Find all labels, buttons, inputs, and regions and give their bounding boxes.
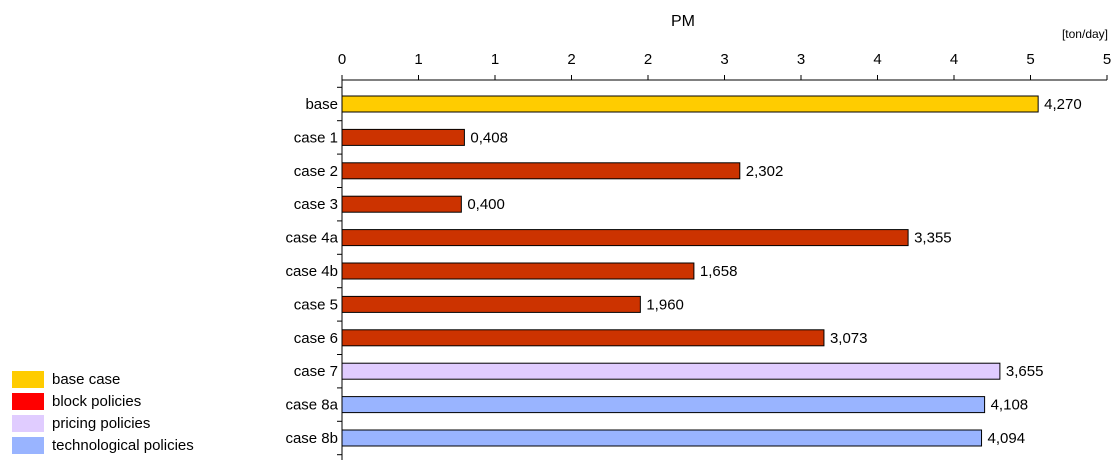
bar [341,262,695,280]
bar [341,429,983,447]
data-label: 4,108 [991,397,1029,414]
legend-item: pricing policies [12,412,194,434]
bars-layer: base 4,270 case 1 0,408 case 2 2,302 case 3 0,4… [285,95,1082,447]
bar [341,229,909,247]
x-tick-label: 1 [491,51,499,68]
x-tick-label: 0 [338,51,346,68]
category-label: case 2 [294,163,338,180]
category-label: base [305,96,338,113]
category-label: case 4b [285,263,338,280]
x-tick-label: 5 [1026,51,1034,68]
bar [341,162,741,180]
data-label: 4,270 [1044,96,1082,113]
category-label: case 8b [285,430,338,447]
data-label: 0,408 [470,129,508,146]
category-label: case 1 [294,129,338,146]
data-label: 1,960 [646,296,684,313]
legend-swatch [12,436,44,454]
category-label: case 7 [294,363,338,380]
legend-item: technological policies [12,434,194,456]
x-tick-label: 2 [567,51,575,68]
legend-swatch [12,414,44,432]
legend-label: technological policies [52,436,194,454]
data-label: 3,355 [914,230,952,247]
bar [341,128,465,146]
category-label: case 5 [294,296,338,313]
data-label: 1,658 [700,263,738,280]
legend-item: base case [12,368,194,390]
legend-item: block policies [12,390,194,412]
data-label: 2,302 [746,163,784,180]
bar [341,362,1001,380]
x-tick-label: 3 [797,51,805,68]
bar [341,396,986,414]
x-tick-label: 2 [644,51,652,68]
category-label: case 4a [285,230,338,247]
legend-swatch [12,370,44,388]
x-tick-label: 5 [1103,51,1111,68]
bar [341,295,641,313]
x-tick-label: 1 [414,51,422,68]
x-tick-label: 4 [950,51,958,68]
legend-label: pricing policies [52,414,151,432]
category-label: case 3 [294,196,338,213]
bar [341,195,462,213]
legend-label: base case [52,370,121,388]
legend: base case block policies pricing policies t… [12,368,194,456]
category-label: case 8a [285,397,338,414]
x-tick-label: 4 [873,51,881,68]
legend-label: block policies [52,392,142,410]
data-label: 4,094 [988,430,1026,447]
legend-swatch [12,392,44,410]
bar [341,329,825,347]
data-label: 3,073 [830,330,868,347]
unit-label: [ton/day] [1062,27,1108,41]
category-label: case 6 [294,330,338,347]
x-tick-label: 3 [720,51,728,68]
data-label: 0,400 [467,196,505,213]
bar [341,95,1039,113]
chart-title: PM [671,13,695,30]
data-label: 3,655 [1006,363,1044,380]
